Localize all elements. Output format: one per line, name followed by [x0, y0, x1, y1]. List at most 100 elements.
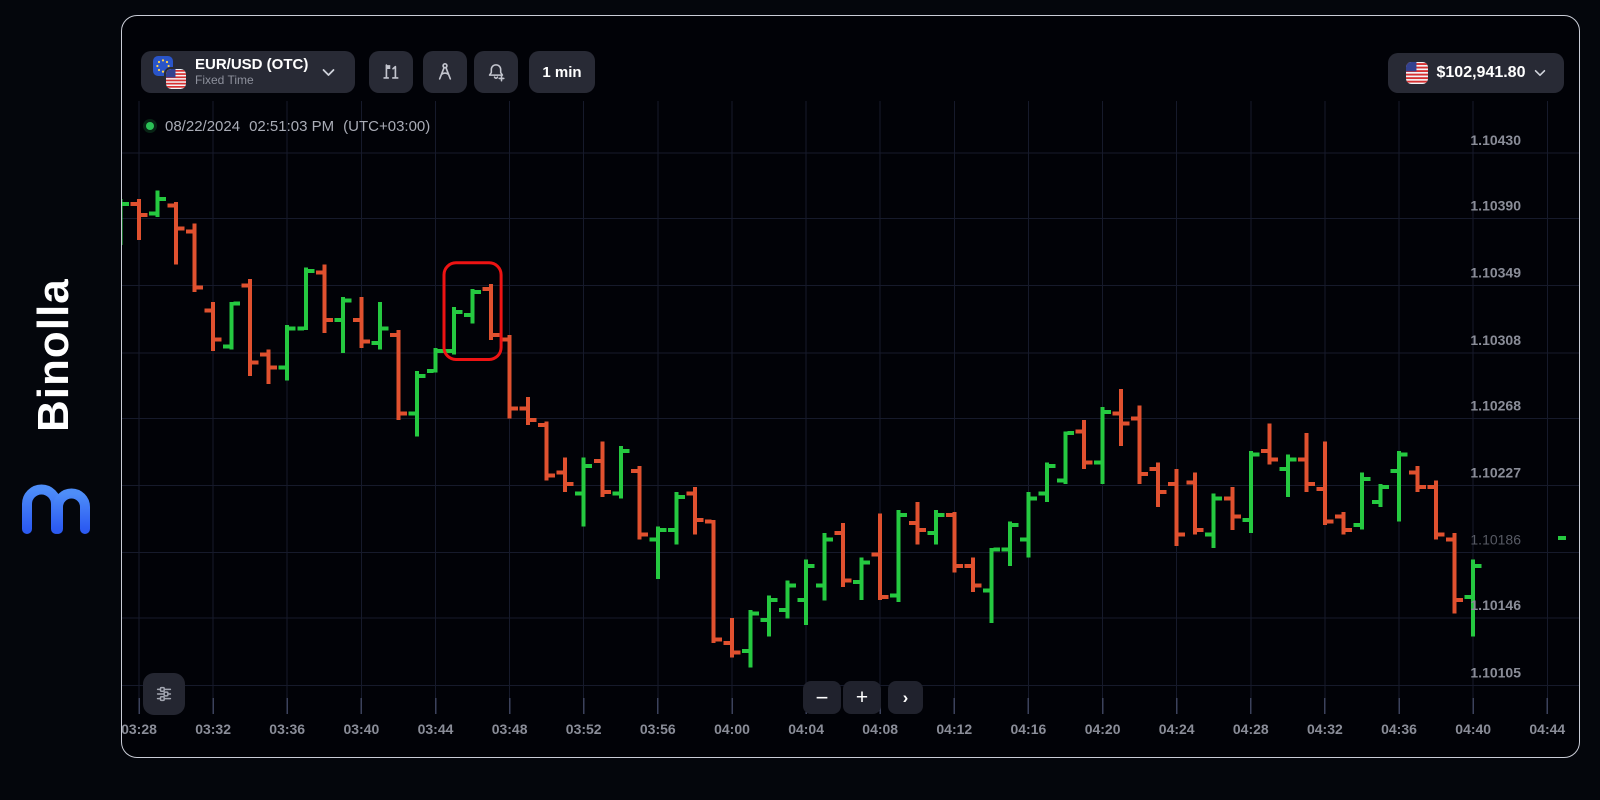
- ohlc-bar: [1205, 493, 1223, 548]
- x-axis-tick-label: 04:08: [862, 721, 898, 737]
- ohlc-bar: [760, 595, 778, 637]
- ohlc-bar: [593, 441, 611, 497]
- ohlc-bar: [501, 334, 519, 419]
- y-axis-tick-label: 1.10349: [1470, 265, 1521, 281]
- asset-flags: [153, 56, 188, 91]
- ohlc-bar: [427, 347, 444, 373]
- ohlc-bar: [278, 325, 296, 381]
- y-axis-tick-label: 1.10308: [1470, 332, 1521, 348]
- x-axis-tick-label: 04:16: [1010, 721, 1046, 737]
- ohlc-bar: [1075, 420, 1093, 470]
- x-axis-tick-label: 04:04: [788, 721, 824, 737]
- ohlc-bar: [519, 397, 537, 425]
- ohlc-bar: [315, 264, 333, 334]
- plus-icon: +: [855, 685, 869, 709]
- x-axis-tick-label: 04:20: [1085, 721, 1121, 737]
- balance-button[interactable]: $102,941.80: [1388, 53, 1564, 93]
- trades-button[interactable]: [369, 51, 413, 93]
- ohlc-bar: [1446, 533, 1464, 614]
- ohlc-bar: [167, 202, 185, 265]
- ohlc-bar: [130, 198, 148, 240]
- grid: [122, 101, 1579, 714]
- ohlc-bar: [612, 446, 630, 499]
- us-flag-icon: [164, 67, 188, 91]
- ohlc-bar: [1057, 431, 1074, 484]
- ohlc-bar: [445, 307, 463, 355]
- minus-icon: −: [815, 684, 829, 710]
- ohlc-bar: [149, 190, 166, 217]
- ohlc-bar: [1019, 492, 1037, 558]
- ohlc-bar: [927, 510, 945, 545]
- ohlc-bar: [1353, 472, 1371, 530]
- ohlc-bar: [1427, 480, 1445, 540]
- ohlc-bar: [1390, 451, 1408, 522]
- y-axis-tick-label: 1.10390: [1470, 198, 1521, 214]
- drawing-tools-button[interactable]: [423, 51, 467, 93]
- ohlc-bar: [890, 510, 908, 602]
- brand-name: Binolla: [29, 278, 78, 432]
- zoom-out-button[interactable]: −: [803, 681, 841, 714]
- ohlc-bar: [204, 302, 222, 352]
- asset-name: EUR/USD (OTC): [195, 56, 309, 74]
- ohlc-bar: [1223, 487, 1241, 530]
- ohlc-bar: [556, 457, 574, 493]
- x-axis-tick-label: 04:40: [1455, 721, 1491, 737]
- y-axis-tick-label: 1.10430: [1470, 132, 1521, 148]
- ohlc-bar: [1149, 462, 1167, 507]
- x-axis-tick-label: 03:48: [492, 721, 528, 737]
- price-chart[interactable]: 03:28 03:32 03:36 03:40 03:44 03:48 03:52 03:56…: [122, 16, 1579, 757]
- ohlc-bar: [1038, 462, 1056, 502]
- ohlc-bar: [667, 492, 685, 545]
- binolla-logo: [22, 484, 90, 534]
- x-axis-labels: 03:28 03:32 03:36 03:40 03:44 03:48 03:52 03:56…: [122, 721, 1565, 737]
- ohlc-bar: [1335, 511, 1352, 535]
- ohlc-bar: [352, 297, 370, 348]
- ohlc-bar: [834, 523, 852, 588]
- ohlc-bar: [464, 289, 481, 324]
- ohlc-bar: [1112, 388, 1130, 447]
- x-axis-tick-label: 04:32: [1307, 721, 1343, 737]
- drawing-tools-icon: [438, 63, 452, 80]
- ohlc-bar: [334, 297, 352, 353]
- ohlc-bar: [223, 301, 241, 350]
- x-axis-tick-label: 04:36: [1381, 721, 1417, 737]
- chevron-down-icon: [322, 68, 335, 76]
- ohlc-bar: [1001, 521, 1019, 566]
- y-axis-tick-label: 1.10227: [1470, 465, 1521, 481]
- chart-card: 03:28 03:32 03:36 03:40 03:44 03:48 03:52 03:56…: [121, 15, 1580, 758]
- ohlc-bars: [122, 190, 1482, 668]
- ohlc-bar: [1168, 469, 1186, 547]
- x-axis-tick-label: 03:36: [269, 721, 305, 737]
- timeframe-label: 1 min: [542, 63, 582, 81]
- ohlc-bar: [964, 557, 982, 592]
- asset-type: Fixed Time: [195, 72, 254, 87]
- asset-selector-button[interactable]: EUR/USD (OTC) Fixed Time: [141, 51, 355, 93]
- x-axis-tick-label: 03:28: [122, 721, 157, 737]
- ohlc-bar: [649, 526, 667, 579]
- alerts-button[interactable]: [474, 51, 518, 93]
- ohlc-bar: [1260, 423, 1278, 465]
- highlight-annotation: [442, 261, 503, 361]
- ohlc-bar: [1279, 454, 1297, 497]
- ohlc-bar: [1186, 472, 1204, 535]
- trades-icon: [383, 64, 399, 79]
- y-axis-labels: 1.10430 1.10390 1.10349 1.10308 1.10268 1.102…: [1470, 132, 1521, 680]
- chart-settings-button[interactable]: [143, 673, 185, 715]
- pan-right-button[interactable]: ›: [888, 681, 923, 714]
- ohlc-bar: [1094, 406, 1112, 484]
- ohlc-bar: [186, 223, 204, 293]
- ohlc-bar: [297, 267, 315, 331]
- ohlc-bar: [704, 519, 722, 643]
- ohlc-bar: [723, 618, 741, 658]
- ohlc-bar: [122, 198, 129, 245]
- x-axis-tick-label: 04:00: [714, 721, 750, 737]
- chevron-down-icon: [1535, 69, 1546, 77]
- zoom-in-button[interactable]: +: [843, 681, 881, 714]
- timeframe-button[interactable]: 1 min: [529, 51, 595, 93]
- ohlc-bar: [538, 421, 556, 481]
- y-axis-tick-label: 1.10146: [1470, 597, 1521, 613]
- x-axis-tick-label: 03:40: [343, 721, 379, 737]
- x-axis-tick-label: 04:12: [936, 721, 972, 737]
- ohlc-bar: [853, 557, 871, 601]
